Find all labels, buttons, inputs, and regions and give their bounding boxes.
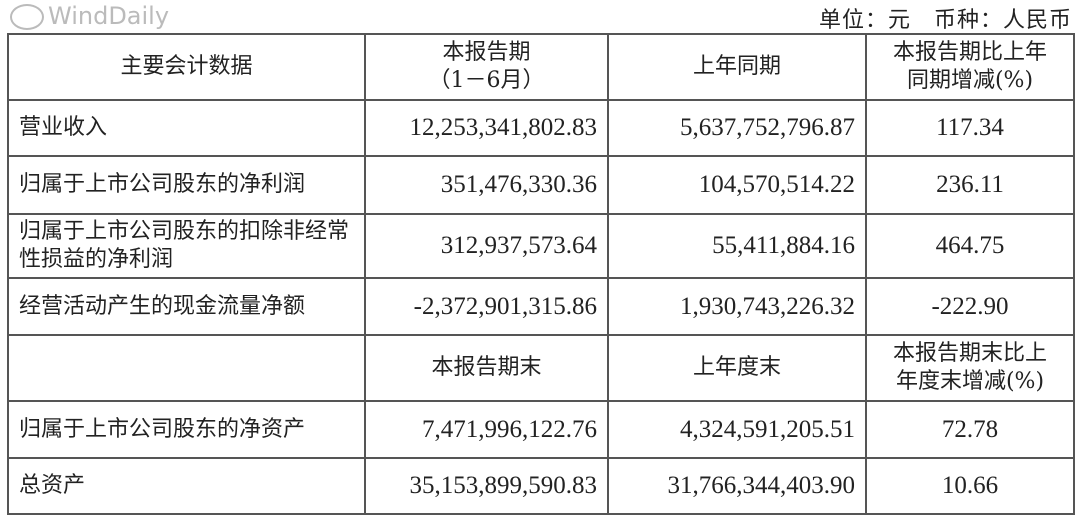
prior-value: 31,766,344,403.90 [607, 457, 867, 515]
change-value: -222.90 [865, 277, 1075, 336]
table-row: 总资产 35,153,899,590.83 31,766,344,403.90 … [7, 457, 1075, 515]
table-row: 归属于上市公司股东的净资产 7,471,996,122.76 4,324,591… [7, 400, 1075, 459]
prior-value: 104,570,514.22 [607, 155, 867, 215]
prior-value: 55,411,884.16 [607, 213, 867, 279]
change-value: 10.66 [865, 457, 1075, 515]
change-value: 464.75 [865, 213, 1075, 279]
prior-value: 4,324,591,205.51 [607, 400, 867, 459]
change-value: 72.78 [865, 400, 1075, 459]
row-label: 经营活动产生的现金流量净额 [7, 277, 366, 336]
prior-value: 1,930,743,226.32 [607, 277, 867, 336]
table-row: 经营活动产生的现金流量净额 -2,372,901,315.86 1,930,74… [7, 277, 1075, 336]
table-row: 归属于上市公司股东的扣除非经常性损益的净利润 312,937,573.64 55… [7, 213, 1075, 279]
table-header-row-2: 本报告期末 上年度末 本报告期末比上 年度末增减(%) [7, 334, 1075, 402]
header-line: 本报告期末比上 [892, 341, 1047, 366]
prior-value: 5,637,752,796.87 [607, 99, 867, 157]
financial-table: 主要会计数据 本报告期 （1－6月） 上年同期 本报告期比上年 同期增减(%) 营业… [7, 33, 1075, 515]
change-value: 236.11 [865, 155, 1075, 215]
watermark: WindDaily [10, 2, 169, 30]
header-empty [7, 334, 366, 402]
row-label: 归属于上市公司股东的扣除非经常性损益的净利润 [7, 213, 366, 279]
current-value: 312,937,573.64 [364, 213, 609, 279]
watermark-text: WindDaily [48, 2, 170, 30]
header-change: 本报告期比上年 同期增减(%) [865, 33, 1075, 101]
current-value: 7,471,996,122.76 [364, 400, 609, 459]
header-line: （1－6月） [428, 68, 545, 93]
header-period-end: 本报告期末 [364, 334, 609, 402]
header-change-2: 本报告期末比上 年度末增减(%) [865, 334, 1075, 402]
header-line: 同期增减(%) [906, 68, 1034, 93]
header-prior-period: 上年同期 [607, 33, 867, 101]
current-value: 351,476,330.36 [364, 155, 609, 215]
wechat-icon [10, 4, 44, 30]
row-label: 总资产 [7, 457, 366, 515]
header-line: 本报告期比上年 [892, 40, 1047, 65]
header-current-period: 本报告期 （1－6月） [364, 33, 609, 101]
current-value: 35,153,899,590.83 [364, 457, 609, 515]
unit-note: 单位：元 币种：人民币 [818, 8, 1072, 33]
table-header-row: 主要会计数据 本报告期 （1－6月） 上年同期 本报告期比上年 同期增减(%) [7, 33, 1075, 101]
header-prior-year-end: 上年度末 [607, 334, 867, 402]
row-label: 营业收入 [7, 99, 366, 157]
row-label: 归属于上市公司股东的净利润 [7, 155, 366, 215]
change-value: 117.34 [865, 99, 1075, 157]
row-label: 归属于上市公司股东的净资产 [7, 400, 366, 459]
table-row: 营业收入 12,253,341,802.83 5,637,752,796.87 … [7, 99, 1075, 157]
table-row: 归属于上市公司股东的净利润 351,476,330.36 104,570,514… [7, 155, 1075, 215]
header-line: 本报告期 [442, 40, 531, 65]
header-item: 主要会计数据 [7, 33, 366, 101]
header-line: 年度末增减(%) [895, 369, 1045, 394]
current-value: 12,253,341,802.83 [364, 99, 609, 157]
current-value: -2,372,901,315.86 [364, 277, 609, 336]
